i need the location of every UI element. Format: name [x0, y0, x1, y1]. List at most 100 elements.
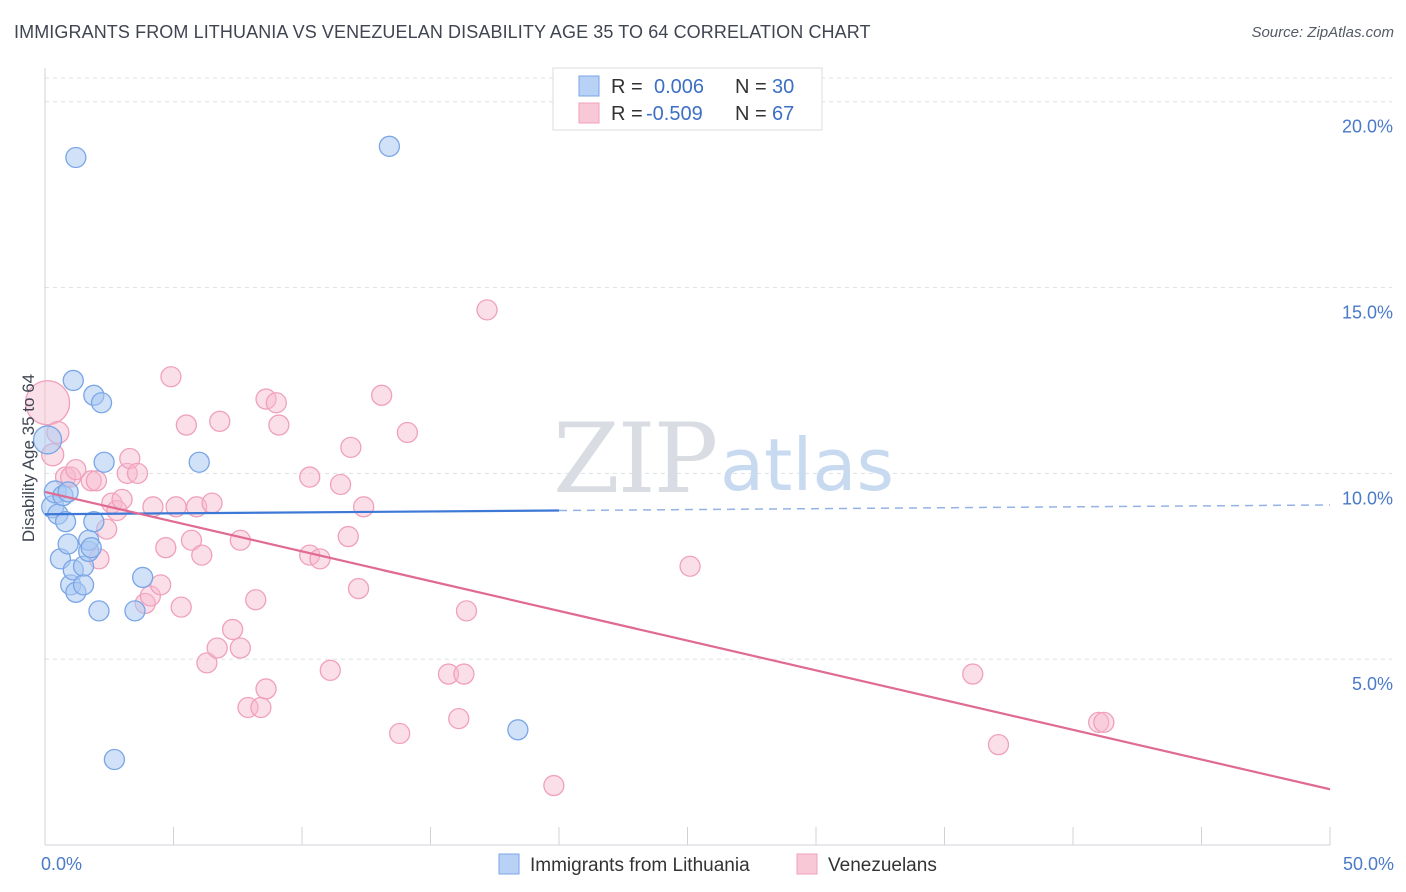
y-tick-label-2: 15.0% [1342, 303, 1393, 323]
venezuelans-point-56 [455, 600, 478, 622]
venezuelans-point-59 [543, 774, 565, 797]
venezuelans-point-54 [437, 663, 460, 685]
y-tick-label-3: 20.0% [1342, 117, 1393, 137]
venezuelans-point-58 [476, 299, 498, 321]
legend-r-label-1: R = [611, 76, 643, 98]
venezuelans-point-41 [268, 414, 290, 436]
lithuania-point-8 [57, 533, 79, 555]
venezuelans-point-7 [85, 470, 108, 492]
venezuelans-point-64 [1093, 711, 1115, 734]
legend-n-value-1: 30 [772, 76, 794, 98]
venezuelans-point-32 [221, 618, 244, 641]
legend-r-label-2: R = [611, 103, 643, 125]
venezuelans-point-35 [237, 696, 259, 719]
watermark-zip: ZIP [553, 403, 716, 515]
venezuelans-point-55 [448, 707, 470, 730]
venezuelans-point-19 [149, 574, 172, 596]
lithuania-point-13 [65, 146, 87, 169]
x-tick-label-1: 50.0% [1343, 854, 1394, 874]
venezuelans-trend-line [44, 490, 1331, 791]
x-tick-labels: 0.0% 50.0% [41, 854, 1394, 874]
venezuelans-point-0 [24, 380, 71, 426]
venezuelans-point-47 [337, 525, 359, 548]
venezuelans-point-20 [155, 537, 177, 559]
series-legend: Immigrants from Lithuania Venezuelans [498, 853, 937, 876]
chart-title: IMMIGRANTS FROM LITHUANIA VS VENEZUELAN … [14, 22, 871, 42]
lithuania-point-26 [132, 566, 154, 589]
lithuania-point-0 [32, 425, 63, 455]
series-legend-label-pink: Venezuelans [828, 855, 937, 876]
venezuelans-point-45 [319, 659, 341, 681]
venezuelans-point-40 [265, 392, 287, 414]
trend-lines [44, 490, 1331, 791]
venezuelans-point-5 [65, 458, 87, 481]
venezuelans-point-63 [1088, 711, 1110, 734]
venezuelans-point-50 [353, 496, 375, 518]
venezuelans-point-27 [191, 544, 213, 566]
lithuania-point-15 [72, 574, 95, 596]
legend-r-value-2: -0.509 [646, 103, 703, 125]
lithuania-points [32, 135, 529, 771]
venezuelans-point-36 [245, 589, 267, 611]
venezuelans-point-6 [80, 470, 102, 492]
venezuelans-point-28 [196, 652, 218, 674]
venezuelans-point-44 [309, 548, 331, 570]
lithuania-point-23 [93, 451, 115, 473]
lithuania-point-28 [378, 135, 401, 157]
venezuelans-point-46 [329, 473, 352, 496]
venezuelans-point-31 [209, 410, 231, 432]
legend-n-label-2: N = [735, 103, 767, 125]
legend-swatch-pink [578, 102, 600, 124]
venezuelans-point-60 [679, 555, 701, 577]
watermark-atlas: atlas [720, 423, 894, 507]
venezuelans-point-24 [175, 414, 198, 436]
lithuania-point-6 [54, 511, 77, 533]
venezuelans-point-37 [250, 696, 272, 719]
lithuania-point-22 [90, 392, 113, 414]
lithuania-trend-line [44, 509, 560, 516]
venezuelans-point-29 [201, 492, 223, 514]
venezuelans-point-12 [111, 488, 133, 511]
axes [44, 68, 1331, 846]
venezuelans-point-51 [371, 384, 393, 406]
legend-n-value-2: 67 [772, 103, 794, 125]
venezuelans-point-23 [170, 596, 192, 618]
lithuania-trend-extension [558, 504, 1331, 512]
venezuelans-point-38 [255, 678, 277, 700]
venezuelans-point-33 [229, 529, 251, 551]
venezuelans-point-49 [347, 577, 370, 600]
venezuelans-point-25 [180, 529, 203, 551]
venezuelans-point-53 [396, 421, 419, 444]
legend-r-value-1: 0.006 [654, 76, 704, 98]
y-tick-label-1: 10.0% [1342, 488, 1393, 508]
lithuania-point-21 [88, 600, 110, 622]
lithuania-point-25 [124, 600, 146, 622]
venezuelans-point-34 [229, 637, 251, 659]
venezuelans-point-57 [453, 663, 475, 685]
y-axis-label: Disability Age 35 to 64 [19, 374, 38, 542]
venezuelans-point-52 [389, 722, 411, 745]
venezuelans-point-21 [160, 366, 182, 388]
venezuelans-points [24, 299, 1115, 797]
lithuania-point-11 [62, 369, 84, 392]
venezuelans-point-62 [987, 734, 1010, 756]
venezuelans-point-30 [206, 637, 228, 659]
lithuania-point-18 [80, 537, 102, 559]
series-legend-swatch-pink [796, 853, 818, 875]
x-tick-label-0: 0.0% [41, 854, 82, 874]
legend-swatch-blue [578, 75, 600, 97]
source-label: Source: ZipAtlas.com [1251, 24, 1394, 41]
venezuelans-point-15 [126, 462, 149, 485]
lithuania-point-24 [103, 748, 126, 771]
lithuania-point-19 [83, 511, 105, 533]
venezuelans-point-61 [962, 663, 984, 685]
venezuelans-point-48 [340, 436, 362, 459]
legend-n-label-1: N = [735, 76, 767, 98]
series-legend-label-blue: Immigrants from Lithuania [530, 855, 750, 876]
gridlines [45, 77, 1392, 660]
venezuelans-point-42 [299, 466, 321, 488]
series-legend-swatch-blue [498, 853, 520, 875]
lithuania-point-27 [188, 451, 210, 473]
y-tick-labels: 5.0% 10.0% 15.0% 20.0% [1342, 117, 1393, 694]
